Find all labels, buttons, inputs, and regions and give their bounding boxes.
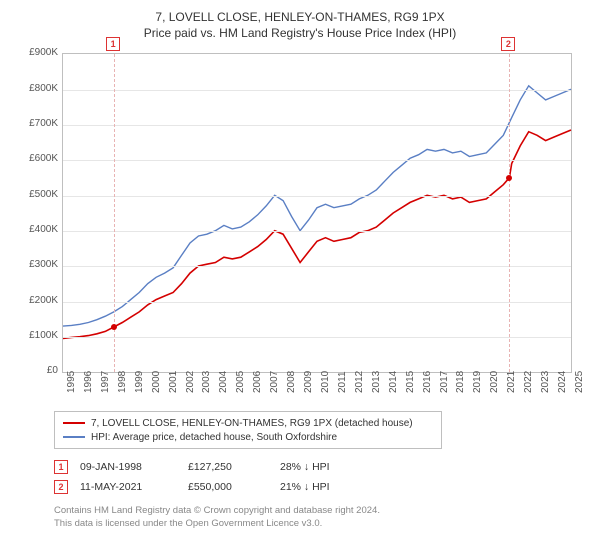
legend-swatch-paid <box>63 422 85 424</box>
x-tick-label: 1998 <box>117 371 128 393</box>
x-tick-label: 2025 <box>574 371 585 393</box>
x-tick-label: 2003 <box>201 371 212 393</box>
legend-row-paid: 7, LOVELL CLOSE, HENLEY-ON-THAMES, RG9 1… <box>63 416 433 430</box>
chart-area: £0 £100K £200K £300K £400K £500K £600K £700K £80… <box>14 49 574 407</box>
sale-date-2: 11-MAY-2021 <box>80 481 176 493</box>
marker-box-1: 1 <box>106 37 120 51</box>
y-tick-label: £700K <box>14 118 58 129</box>
x-tick-label: 2023 <box>540 371 551 393</box>
x-tick-label: 2024 <box>557 371 568 393</box>
x-tick-label: 1999 <box>134 371 145 393</box>
x-tick-label: 2011 <box>337 372 348 394</box>
x-tick-label: 2019 <box>472 371 483 393</box>
sale-marker-2: 2 <box>54 480 68 494</box>
sale-row-2: 2 11-MAY-2021 £550,000 21% ↓ HPI <box>54 477 586 497</box>
plot <box>62 53 572 373</box>
footer-line2: This data is licensed under the Open Gov… <box>54 518 586 530</box>
sale-price-1: £127,250 <box>188 461 268 473</box>
x-tick-label: 1995 <box>66 371 77 393</box>
marker-box-2: 2 <box>501 37 515 51</box>
series-hpi <box>63 86 571 326</box>
legend-swatch-hpi <box>63 436 85 438</box>
x-tick-label: 1997 <box>100 371 111 393</box>
y-tick-label: £400K <box>14 224 58 235</box>
sale-row-1: 1 09-JAN-1998 £127,250 28% ↓ HPI <box>54 457 586 477</box>
x-tick-label: 2009 <box>303 371 314 393</box>
y-tick-label: £600K <box>14 153 58 164</box>
title-line1: 7, LOVELL CLOSE, HENLEY-ON-THAMES, RG9 1… <box>14 10 586 26</box>
sale-pct-2: 21% ↓ HPI <box>280 481 380 493</box>
sale-rows: 1 09-JAN-1998 £127,250 28% ↓ HPI 2 11-MA… <box>54 457 586 497</box>
x-tick-label: 2002 <box>185 371 196 393</box>
x-tick-label: 2006 <box>252 371 263 393</box>
x-tick-label: 2018 <box>455 371 466 393</box>
x-tick-label: 2020 <box>489 371 500 393</box>
x-tick-label: 2015 <box>405 371 416 393</box>
legend: 7, LOVELL CLOSE, HENLEY-ON-THAMES, RG9 1… <box>54 411 442 449</box>
x-tick-label: 2017 <box>439 371 450 393</box>
footer-line1: Contains HM Land Registry data © Crown c… <box>54 505 586 517</box>
sale-date-1: 09-JAN-1998 <box>80 461 176 473</box>
x-tick-label: 2005 <box>235 371 246 393</box>
x-tick-label: 2008 <box>286 371 297 393</box>
y-tick-label: £500K <box>14 189 58 200</box>
x-tick-label: 2010 <box>320 371 331 393</box>
y-tick-label: £800K <box>14 83 58 94</box>
x-tick-label: 1996 <box>83 371 94 393</box>
y-tick-label: £100K <box>14 330 58 341</box>
y-tick-label: £900K <box>14 47 58 58</box>
sale-price-2: £550,000 <box>188 481 268 493</box>
x-tick-label: 2022 <box>523 371 534 393</box>
page-container: 7, LOVELL CLOSE, HENLEY-ON-THAMES, RG9 1… <box>0 0 600 560</box>
sale-pct-1: 28% ↓ HPI <box>280 461 380 473</box>
chart-title: 7, LOVELL CLOSE, HENLEY-ON-THAMES, RG9 1… <box>14 10 586 41</box>
y-tick-label: £0 <box>14 365 58 376</box>
y-tick-label: £300K <box>14 259 58 270</box>
series-paid <box>63 130 571 338</box>
x-tick-label: 2016 <box>422 371 433 393</box>
title-line2: Price paid vs. HM Land Registry's House … <box>14 26 586 42</box>
legend-row-hpi: HPI: Average price, detached house, Sout… <box>63 430 433 444</box>
footer: Contains HM Land Registry data © Crown c… <box>54 505 586 530</box>
y-tick-label: £200K <box>14 295 58 306</box>
x-tick-label: 2001 <box>168 371 179 393</box>
x-tick-label: 2004 <box>218 371 229 393</box>
x-tick-label: 2000 <box>151 371 162 393</box>
x-tick-label: 2014 <box>388 371 399 393</box>
chart-svg <box>63 54 571 372</box>
x-tick-label: 2012 <box>354 371 365 393</box>
legend-label-hpi: HPI: Average price, detached house, Sout… <box>91 432 337 443</box>
legend-label-paid: 7, LOVELL CLOSE, HENLEY-ON-THAMES, RG9 1… <box>91 418 413 429</box>
sale-marker-1: 1 <box>54 460 68 474</box>
x-tick-label: 2021 <box>506 371 517 393</box>
x-tick-label: 2013 <box>371 371 382 393</box>
x-tick-label: 2007 <box>269 371 280 393</box>
marker-vline <box>509 54 510 372</box>
